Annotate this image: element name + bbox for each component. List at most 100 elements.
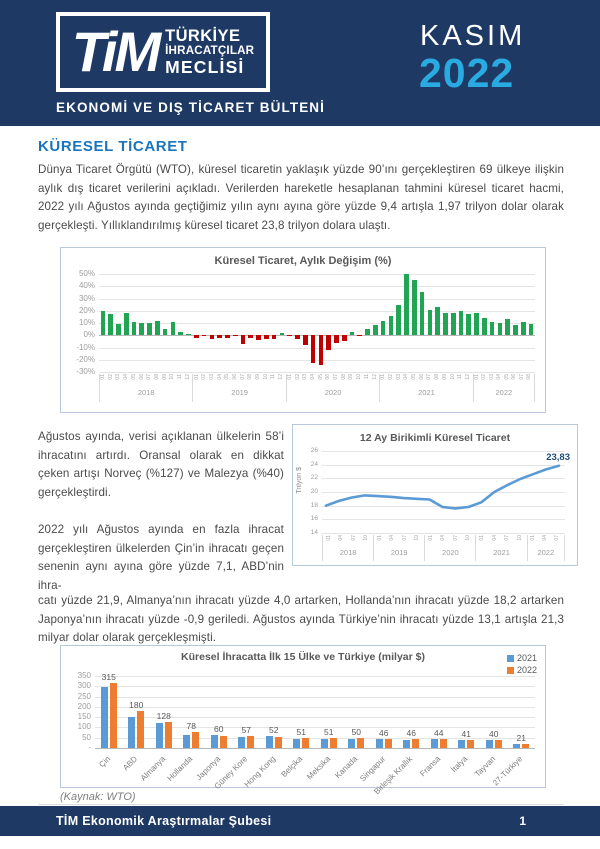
bar-2022 [357, 737, 365, 748]
bar-value-label: 41 [461, 728, 471, 739]
gridline [95, 676, 535, 677]
month-tick-label: 05 [411, 374, 418, 380]
year-group: 01 02 03 04 05 06 07 08 09 10 11 12 2018 [99, 374, 192, 402]
year-group: 01 04 07 2022 [526, 535, 565, 561]
monthly-change-bar [411, 280, 417, 336]
year-group: 01 02 03 04 05 06 07 08 09 10 11 12 2019 [192, 374, 285, 402]
monthly-change-bar [341, 335, 347, 342]
gridline [95, 686, 535, 688]
monthly-change-bar [505, 319, 511, 336]
month-tick-label: 02 [294, 374, 301, 380]
month-tick-label: 04 [491, 535, 498, 541]
monthly-change-bar [279, 332, 285, 336]
bar-2021 [100, 687, 108, 748]
logo-line-turkiye: TÜRKİYE [165, 27, 241, 46]
year-label: 2019 [390, 548, 408, 557]
category-label: 27-Türkiye [491, 754, 525, 788]
month-tick-label: 10 [449, 374, 456, 380]
y-tick-label: 22 [310, 474, 318, 482]
month-tick-label: 11 [363, 374, 370, 380]
monthly-change-bar [388, 315, 394, 336]
month-tick-label: 12 [184, 374, 191, 380]
monthly-change-bar [443, 313, 448, 336]
footer-department: TİM Ekonomik Araştırmalar Şubesi [56, 814, 272, 828]
monthly-change-bar [427, 309, 433, 336]
bar-2022 [219, 735, 227, 748]
monthly-change-bar [178, 331, 184, 336]
month-tick-label: 07 [426, 374, 433, 380]
bar-2021 [513, 744, 521, 748]
monthly-change-bar [271, 335, 277, 339]
month-tick-label: 07 [333, 374, 340, 380]
monthly-change-chart: Küresel Ticaret, Aylık Değişim (%) 50% 40… [60, 247, 546, 413]
bar-2021 [265, 736, 273, 748]
y-tick-label: 24 [310, 460, 318, 468]
y-tick-label: 20% [78, 305, 95, 315]
month-tick-label: 04 [440, 535, 447, 541]
month-tick-label: 04 [310, 374, 316, 380]
paragraph-top-exporters-col: 2022 yılı Ağustos ayında en fazla ihraca… [38, 523, 284, 592]
bar-value-label: 60 [214, 724, 224, 735]
year-group: 01 04 07 10 2019 [373, 535, 424, 561]
tim-logo: TiM TÜRKİYE İHRACATÇILAR MECLİSİ [56, 12, 270, 92]
monthly-change-bar [155, 320, 160, 336]
bar-value-label: 46 [406, 727, 416, 738]
monthly-change-bar [264, 335, 269, 339]
bar-2022 [384, 738, 392, 748]
year-label: 2018 [137, 388, 155, 397]
year-group: 01 04 07 10 2021 [475, 535, 526, 561]
monthly-change-bar [349, 331, 355, 336]
bar-2021 [128, 717, 136, 748]
y-tick-label: 30% [78, 293, 95, 303]
month-tick-label: 07 [518, 374, 525, 380]
month-tick-label: 03 [395, 374, 402, 380]
y-tick-label: -20% [76, 354, 95, 364]
monthly-change-bar [162, 329, 168, 336]
cumulative-trade-plot [322, 451, 565, 534]
paragraph-top-exporters-full: catı yüzde 21,9, Almanya’nın ihracatı yü… [38, 594, 564, 644]
x-axis: 01 04 07 10 2018 01 04 07 10 2019 01 04 07 10 2020 01 04… [322, 535, 565, 561]
gridline [95, 727, 535, 729]
month-tick-label: 01 [100, 374, 107, 380]
monthly-change-bar [170, 321, 176, 336]
gridline [99, 310, 535, 312]
y-tick-label: -10% [76, 342, 95, 352]
monthly-change-bar [489, 321, 495, 336]
monthly-change-bar [116, 324, 121, 336]
y-tick-label: 150 [77, 712, 91, 722]
y-tick-label: 14 [310, 528, 318, 536]
bulletin-subtitle: EKONOMİ VE DIŞ TİCARET BÜLTENİ [56, 100, 326, 115]
y-tick-label: 250 [77, 691, 91, 701]
month-tick-label: 06 [511, 374, 518, 380]
bar-2022 [329, 737, 337, 748]
gridline [95, 748, 535, 749]
year-group: 01 02 03 04 05 06 07 08 09 10 11 12 2020 [285, 374, 379, 402]
monthly-change-bar [513, 325, 518, 336]
month-tick-label: 02 [388, 374, 395, 380]
bar-2022 [247, 736, 255, 748]
bar-2021 [238, 736, 246, 748]
y-tick-label: 0% [83, 330, 95, 340]
year-group: 01 04 07 10 2018 [322, 535, 373, 561]
monthly-change-bar [334, 335, 339, 343]
gridline [99, 298, 535, 300]
monthly-change-bar [528, 323, 534, 336]
monthly-change-bar [108, 314, 113, 336]
y-tick-label: 300 [77, 681, 91, 691]
month-tick-label: 01 [286, 374, 293, 380]
monthly-change-bar [225, 335, 230, 338]
bar-value-label: 180 [129, 699, 144, 710]
month-tick-label: 01 [478, 535, 485, 541]
y-tick-label: 50% [78, 269, 95, 278]
x-axis: Çin ABD Almanya Hollanda Japonya Güney Kore Ho… [95, 750, 535, 796]
y-tick-label: 26 [310, 446, 318, 454]
month-tick-label: 06 [138, 374, 145, 380]
month-tick-label: 04 [123, 374, 130, 380]
year-group: 01 02 03 04 05 06 07 08 09 10 11 12 2021 [379, 374, 472, 402]
gridline [99, 286, 535, 288]
monthly-change-bar [123, 313, 129, 336]
month-tick-label: 10 [465, 535, 472, 541]
monthly-change-bar [365, 329, 370, 336]
month-tick-label: 09 [255, 374, 262, 380]
month-tick-label: 02 [107, 374, 114, 380]
